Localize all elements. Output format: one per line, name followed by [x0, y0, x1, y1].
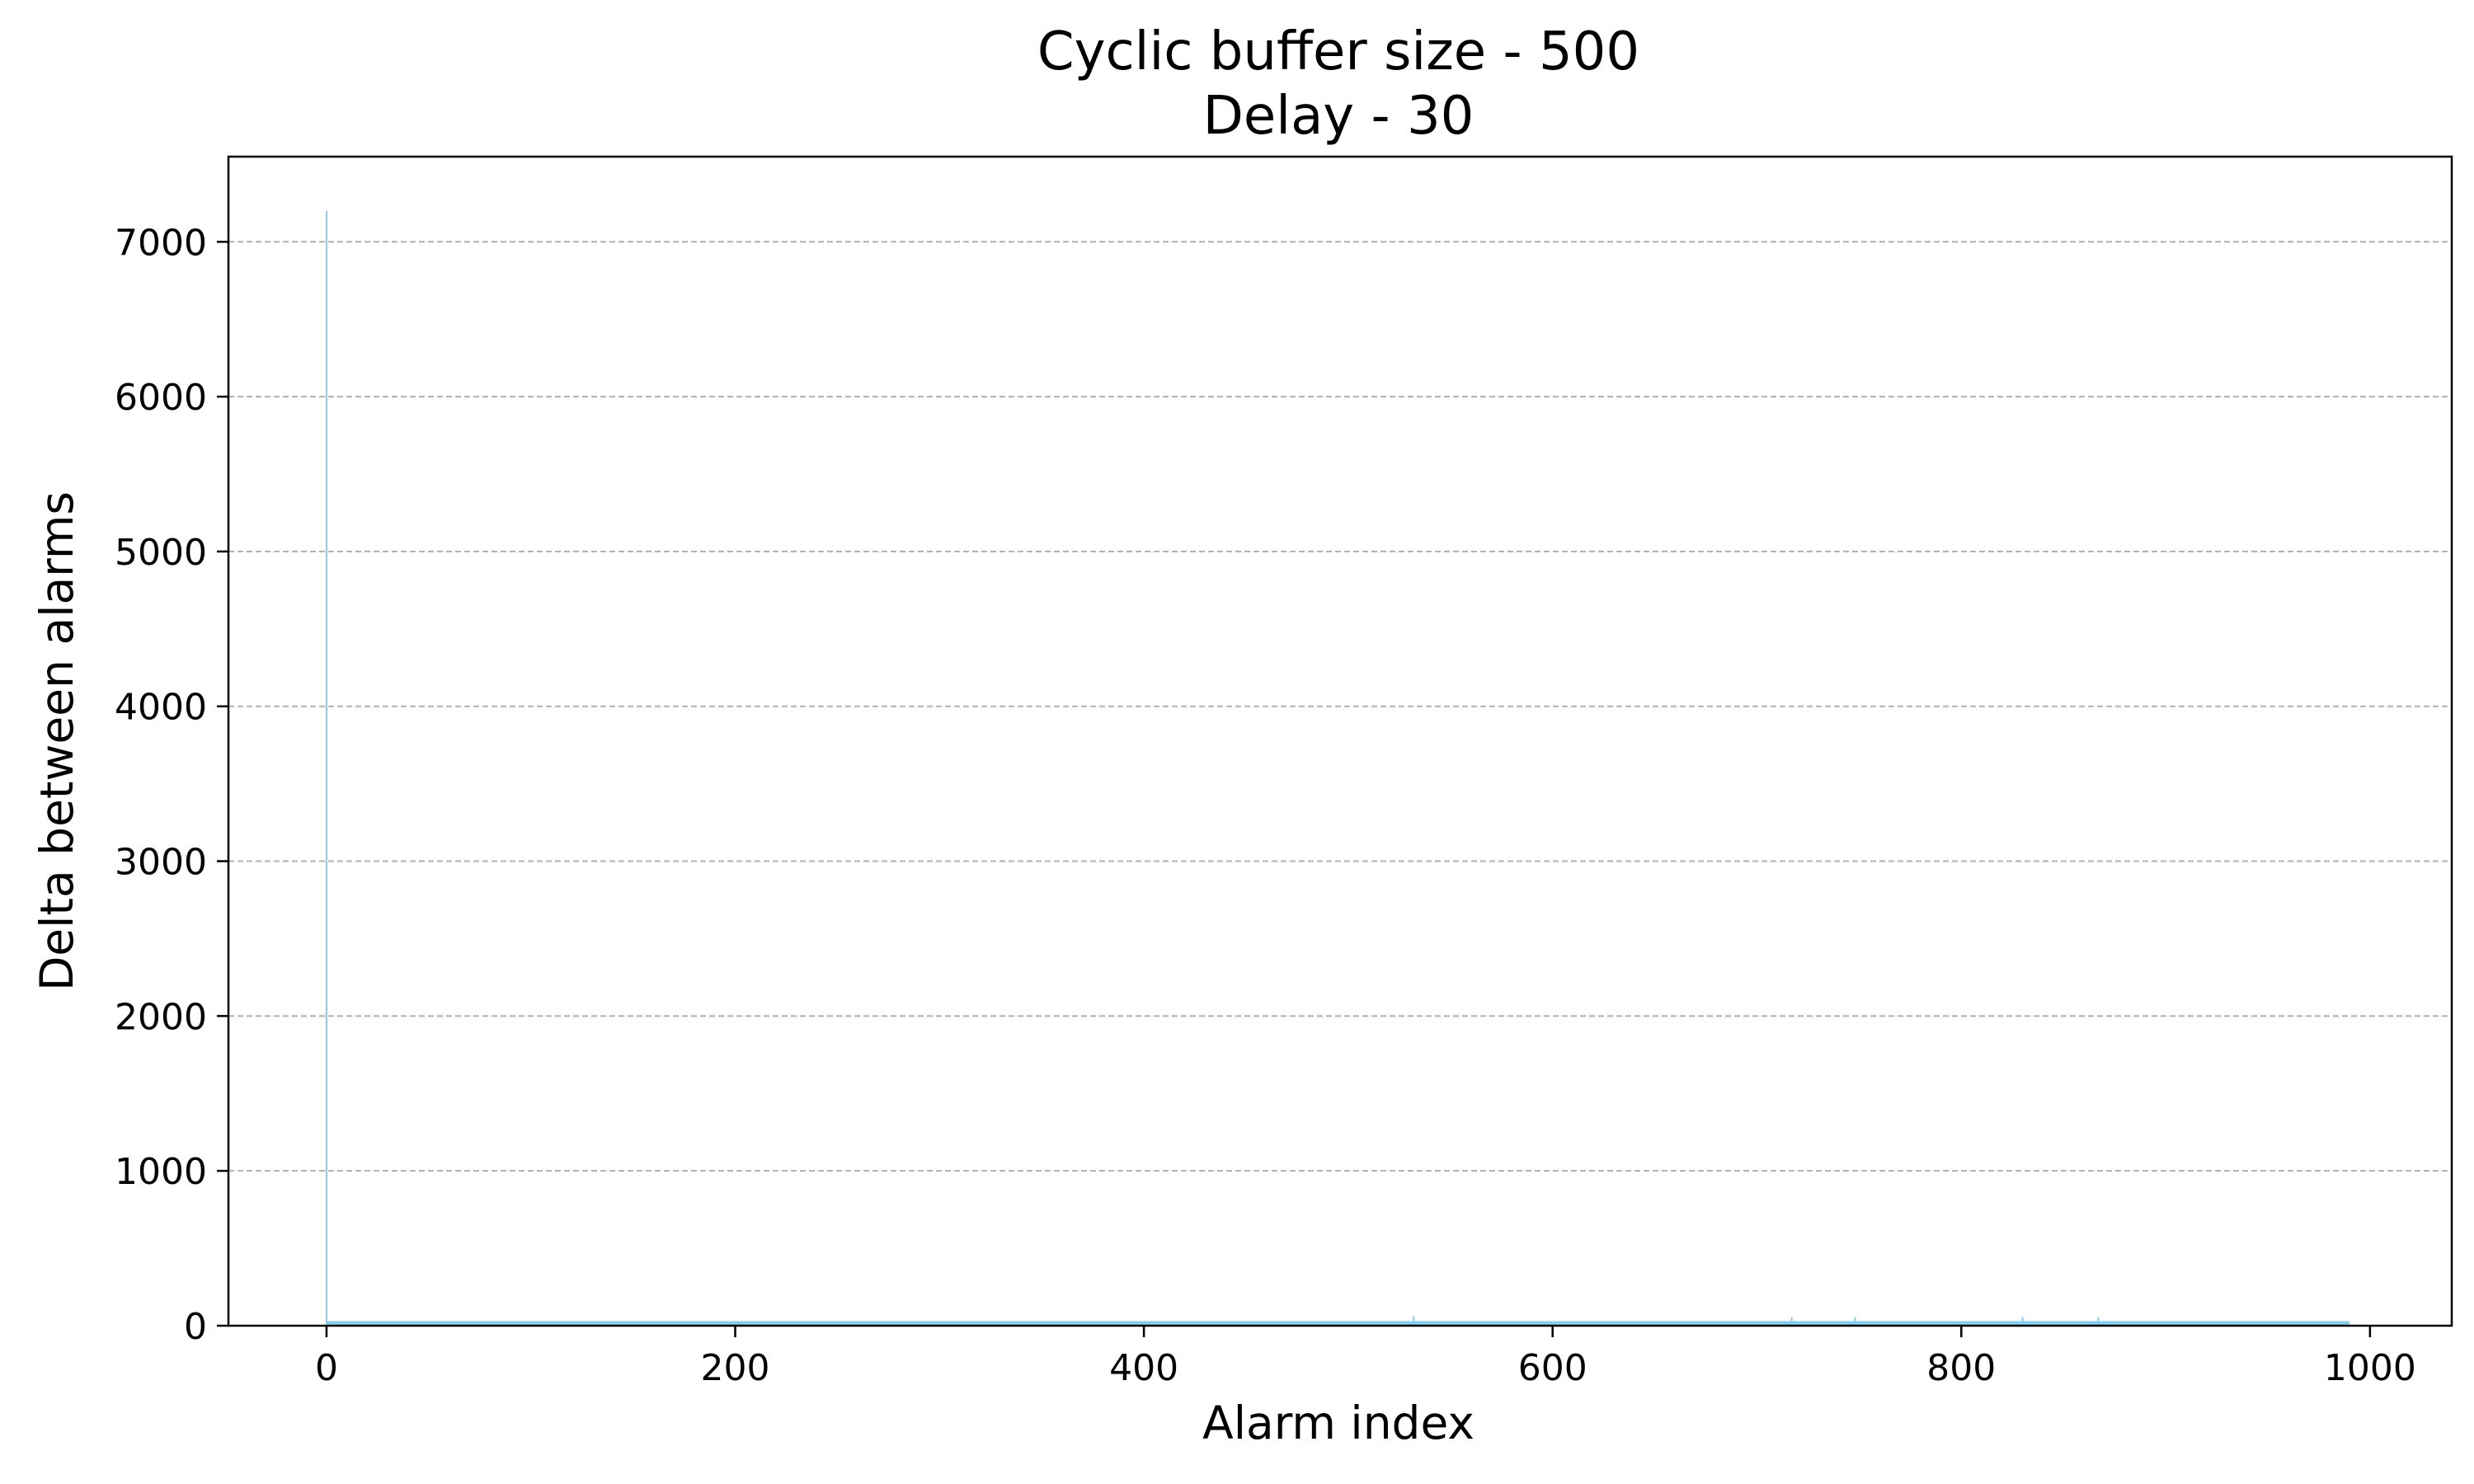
bar: [2021, 1317, 2024, 1326]
y-tick-label: 6000: [115, 377, 207, 419]
gridlines: [228, 241, 2452, 1172]
y-tick-label: 2000: [115, 996, 207, 1038]
y-tick-label: 0: [184, 1306, 207, 1348]
x-axis-label: Alarm index: [1202, 1397, 1475, 1449]
x-tick-label: 600: [1518, 1347, 1587, 1389]
plot-frame: [227, 155, 2453, 1327]
bar: [2097, 1317, 2100, 1326]
chart-title: Cyclic buffer size - 500: [1037, 21, 1639, 82]
y-tick-label: 1000: [115, 1151, 207, 1193]
x-tick-label: 800: [1926, 1347, 1996, 1389]
x-tick-label: 200: [701, 1347, 770, 1389]
bar-baseline-band: [326, 1321, 2350, 1326]
bar: [1854, 1317, 1856, 1326]
y-tick-label: 7000: [115, 222, 207, 264]
bars: [325, 210, 2350, 1326]
y-tick-label: 4000: [115, 687, 207, 729]
x-tick-label: 400: [1109, 1347, 1178, 1389]
x-tick-label: 0: [315, 1347, 338, 1389]
y-tick-label: 5000: [115, 532, 207, 574]
bar: [1413, 1316, 1415, 1326]
y-axis-label: Delta between alarms: [31, 491, 83, 991]
y-tick-label: 3000: [115, 842, 207, 884]
chart-subtitle: Delay - 30: [1203, 86, 1475, 147]
x-tick-label: 1000: [2324, 1347, 2416, 1389]
bar: [325, 210, 327, 1326]
bar: [1790, 1317, 1793, 1326]
axes: 0 1000 2000 3000 4000 5000 6000 7000 0 200 400 600 8…: [115, 222, 2416, 1389]
